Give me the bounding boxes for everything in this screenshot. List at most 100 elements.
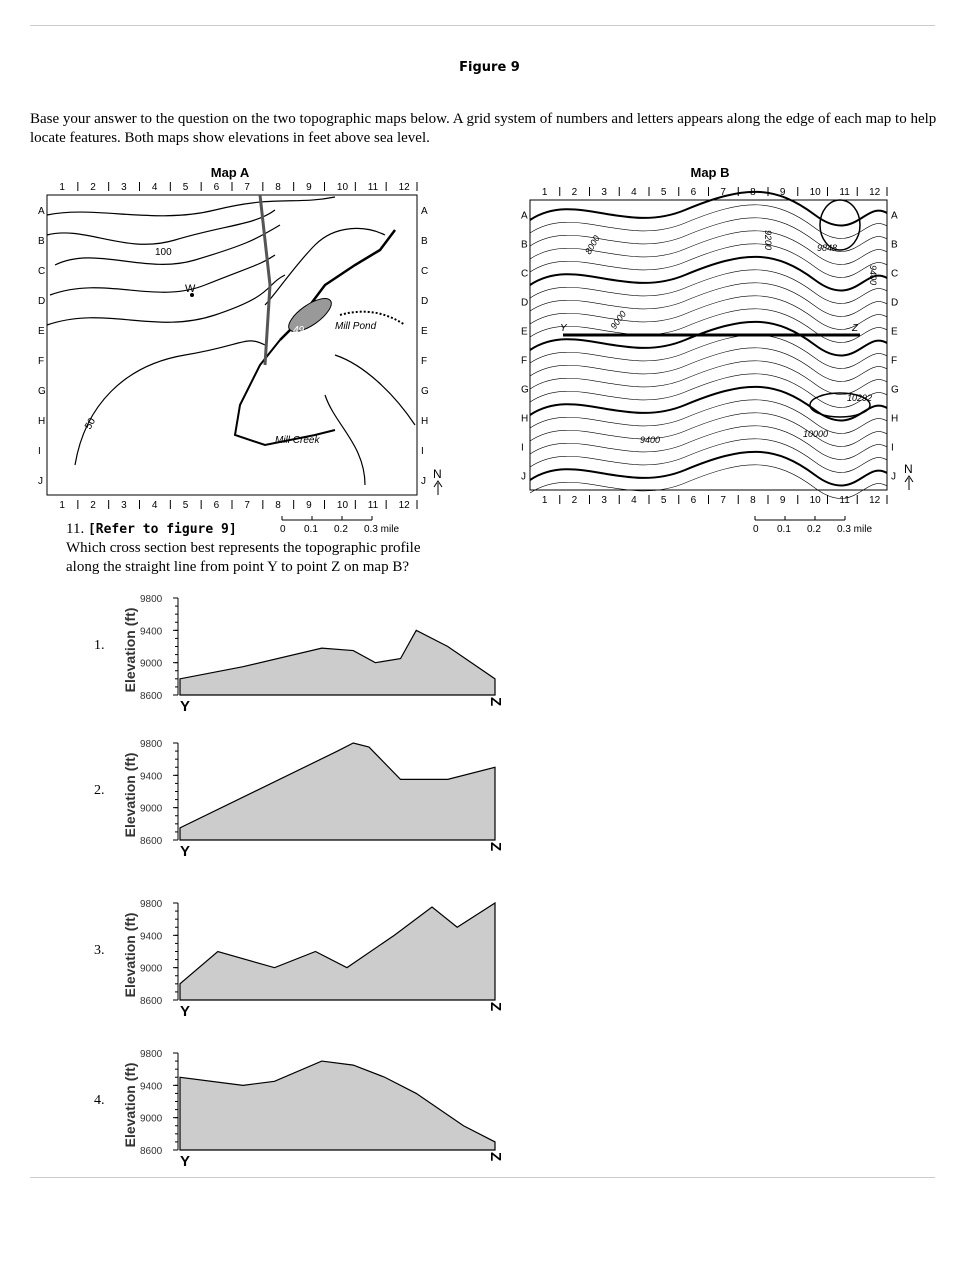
answer-option-1[interactable]: 1. 9800 9400 9000 8600 Elevation (ft) Y Z xyxy=(90,590,510,740)
intro-text: Base your answer to the question on the … xyxy=(30,111,937,146)
mill-pond xyxy=(288,297,332,333)
option-number: 3. xyxy=(94,943,105,958)
grid-column-label: 1 xyxy=(542,187,548,198)
grid-column-label: 5 xyxy=(183,182,189,193)
svg-text:0.2: 0.2 xyxy=(807,524,821,535)
map-a-contours xyxy=(46,196,416,486)
answer-option-3[interactable]: 3. 9800 9400 9000 8600 Elevation (ft) Y Z xyxy=(90,895,510,1045)
svg-text:9000: 9000 xyxy=(608,309,628,331)
profile-area xyxy=(179,1060,496,1151)
grid-column-label: 7 xyxy=(244,500,250,511)
contour-line xyxy=(529,308,888,343)
grid-row-label: I xyxy=(891,443,894,454)
contour-line xyxy=(529,360,888,395)
question-text: Which cross section best represents the … xyxy=(66,540,421,575)
svg-text:0.1: 0.1 xyxy=(777,524,791,535)
svg-text:N: N xyxy=(904,462,913,476)
svg-text:49: 49 xyxy=(293,325,305,336)
svg-text:0.3 mile: 0.3 mile xyxy=(837,524,872,535)
grid-column-label: 4 xyxy=(152,500,158,511)
y-tick-label: 9400 xyxy=(140,626,163,637)
profile-area xyxy=(179,629,496,696)
grid-column-label: 5 xyxy=(661,187,667,198)
grid-column-label: 8 xyxy=(750,495,756,506)
svg-text:Mill Pond: Mill Pond xyxy=(335,321,377,332)
grid-column-label: 9 xyxy=(306,182,312,193)
y-tick-label: 9400 xyxy=(140,931,163,942)
grid-column-label: 9 xyxy=(780,495,786,506)
grid-column-label: 11 xyxy=(839,495,850,506)
grid-column-label: 8 xyxy=(275,182,281,193)
grid-row-label: G xyxy=(421,386,429,397)
grid-column-label: 12 xyxy=(399,182,411,193)
contour-line xyxy=(529,373,888,408)
svg-text:N: N xyxy=(433,467,442,481)
grid-column-label: 6 xyxy=(214,500,220,511)
contour-line xyxy=(529,243,888,278)
svg-text:50: 50 xyxy=(83,416,98,432)
grid-row-label: A xyxy=(421,206,428,217)
grid-column-label: 10 xyxy=(337,182,349,193)
grid-row-label: H xyxy=(421,416,428,427)
grid-row-label: B xyxy=(421,236,428,247)
grid-row-label: A xyxy=(891,211,898,222)
svg-text:0.3 mile: 0.3 mile xyxy=(364,524,399,535)
grid-row-label: C xyxy=(521,269,528,280)
answer-option-4[interactable]: 4. 9800 9400 9000 8600 Elevation (ft) Y Z xyxy=(90,1045,510,1195)
grid-column-label: 2 xyxy=(90,182,96,193)
y-axis-label: Elevation (ft) xyxy=(122,1063,138,1148)
x-label-z: Z xyxy=(487,697,504,706)
grid-column-label: 2 xyxy=(572,187,578,198)
answer-option-2[interactable]: 2. 9800 9400 9000 8600 Elevation (ft) Y Z xyxy=(90,735,510,885)
grid-column-label: 7 xyxy=(720,495,726,506)
map-b: Map B Y Z 8000 9000 9200 9400 9400 10000… xyxy=(515,165,925,545)
x-label-z: Z xyxy=(487,1152,504,1161)
grid-column-label: 4 xyxy=(152,182,158,193)
trail xyxy=(339,310,406,326)
contour-line xyxy=(529,399,888,434)
grid-column-label: 1 xyxy=(542,495,548,506)
option-number: 2. xyxy=(94,783,105,798)
grid-column-label: 6 xyxy=(691,495,697,506)
grid-column-label: 10 xyxy=(810,187,822,198)
grid-column-label: 3 xyxy=(601,187,607,198)
y-tick-label: 9800 xyxy=(140,1049,163,1060)
contour-line xyxy=(529,230,888,265)
grid-row-label: C xyxy=(421,266,428,277)
contour-line xyxy=(529,295,888,330)
contour-line xyxy=(529,204,888,239)
grid-row-label: C xyxy=(891,269,898,280)
y-tick-label: 9000 xyxy=(140,1114,163,1125)
figure-title: Figure 9 xyxy=(459,60,520,75)
contour-line xyxy=(529,320,888,357)
option-number: 1. xyxy=(94,638,105,653)
north-arrow-icon xyxy=(433,480,443,495)
x-label-z: Z xyxy=(487,842,504,851)
option-number: 4. xyxy=(94,1093,105,1108)
grid-column-label: 3 xyxy=(121,500,127,511)
grid-column-label: 6 xyxy=(214,182,220,193)
grid-column-label: 3 xyxy=(121,182,127,193)
map-a-title: Map A xyxy=(210,165,250,180)
grid-row-label: A xyxy=(38,206,45,217)
y-tick-label: 9400 xyxy=(140,771,163,782)
y-tick-label: 9800 xyxy=(140,899,163,910)
svg-text:Y: Y xyxy=(560,323,568,334)
grid-row-label: J xyxy=(38,476,43,487)
grid-row-label: G xyxy=(891,385,899,396)
grid-row-label: A xyxy=(521,211,528,222)
grid-column-label: 8 xyxy=(275,500,281,511)
grid-row-label: D xyxy=(421,296,428,307)
grid-column-label: 12 xyxy=(869,187,881,198)
contour-line xyxy=(529,269,888,304)
contour-line xyxy=(529,255,888,292)
contour-line xyxy=(529,425,888,460)
question-ref: [Refer to figure 9] xyxy=(87,522,237,537)
y-tick-label: 9000 xyxy=(140,964,163,975)
grid-column-label: 10 xyxy=(337,500,349,511)
grid-row-label: F xyxy=(421,356,427,367)
y-axis-label: Elevation (ft) xyxy=(122,753,138,838)
grid-row-label: H xyxy=(891,414,898,425)
